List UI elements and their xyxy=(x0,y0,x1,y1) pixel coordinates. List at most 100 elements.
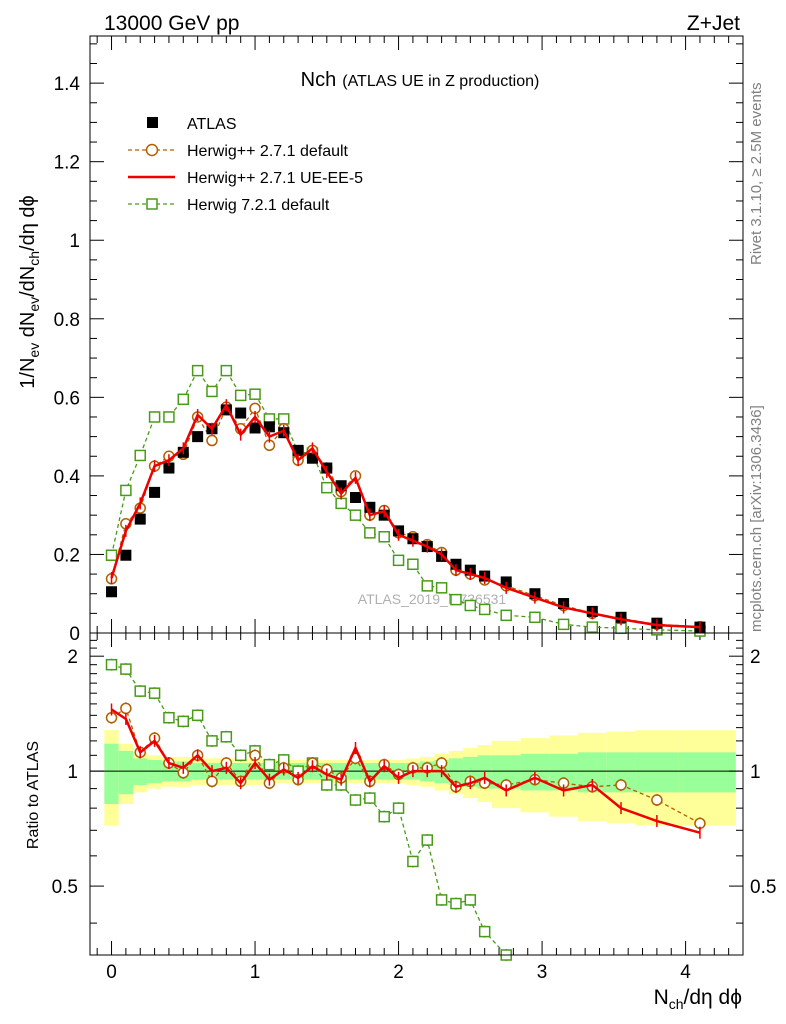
band-inner-bin xyxy=(133,758,148,785)
series-ratio-point-2 xyxy=(478,925,491,938)
series-point-2 xyxy=(105,549,118,561)
band-inner-bin xyxy=(118,750,134,795)
atlas-data-point xyxy=(106,586,118,598)
legend-hpp-ue-label: Herwig++ 2.7.1 UE-EE-5 xyxy=(187,170,363,187)
y-label-2: ev xyxy=(26,343,42,358)
y-label-7: /dη dϕ xyxy=(17,195,39,251)
atlas-data-point xyxy=(163,462,175,474)
series-line-0 xyxy=(110,405,700,628)
y-label-4: ev xyxy=(26,297,42,312)
band-inner-bin xyxy=(635,752,679,793)
series-line-1 xyxy=(110,402,701,629)
legend-h7-default-marker xyxy=(146,198,158,210)
legend-atlas-marker xyxy=(147,117,158,128)
series-point-2 xyxy=(234,389,247,402)
y-tick-label: 0 xyxy=(69,624,80,645)
ratio-tick-label-right: 0.5 xyxy=(750,877,776,898)
series-ratio-line-0 xyxy=(111,707,701,824)
plot-title-sub: (ATLAS UE in Z production) xyxy=(342,73,539,90)
y-axis-label: 1/Nev dNev/dNch/dη dϕ xyxy=(17,195,42,388)
plot-title: Nch (ATLAS UE in Z production) xyxy=(301,69,540,91)
x-axis-label: Nch/dη dϕ xyxy=(654,986,742,1012)
atlas-data-point xyxy=(134,513,146,525)
legend-hpp-default-label: Herwig++ 2.7.1 default xyxy=(187,143,349,160)
ratio-panel-frame xyxy=(89,632,744,956)
series-ratio-point-2 xyxy=(435,894,448,906)
atlas-data-point xyxy=(335,480,347,492)
uncertainty-bands xyxy=(90,730,743,826)
y-tick-label: 1.2 xyxy=(54,153,80,174)
x-tick-label: 1 xyxy=(250,962,261,983)
series-point-2 xyxy=(464,599,477,612)
series-point-2 xyxy=(529,611,541,624)
series-ratio-point-2 xyxy=(349,794,362,806)
series-point-2 xyxy=(206,385,218,398)
plot-title-main: Nch xyxy=(301,69,337,91)
series-ratio-point-0 xyxy=(206,775,218,788)
series-ratio-line-1 xyxy=(110,708,701,834)
series-ratio-point-2 xyxy=(163,711,175,724)
legend-hpp-default-marker xyxy=(145,143,159,157)
series-point-2 xyxy=(392,554,405,567)
header-left: 13000 GeV pp xyxy=(104,12,239,35)
ratio-tick-label: 0.5 xyxy=(52,877,78,898)
series-point-2 xyxy=(249,388,261,400)
atlas-data-point xyxy=(249,422,261,434)
rivet-label: Rivet 3.1.10, ≥ 2.5M events xyxy=(748,83,765,266)
series-point-2 xyxy=(478,603,491,616)
series-ratio-point-2 xyxy=(364,792,376,804)
y-label-6: ch xyxy=(26,251,42,266)
axis-tick-labels: 0 1 2 3 4 0 0.2 0.4 0.6 0.8 1 1.2 1.4 0.5 0.5 1 1 2 2 xyxy=(52,74,777,983)
legend-h7-default-label: Herwig 7.2.1 default xyxy=(187,197,330,214)
series-point-2 xyxy=(191,364,204,377)
series-point-2 xyxy=(378,531,390,543)
x-tick-label: 2 xyxy=(393,962,404,983)
band-inner-bin xyxy=(104,743,119,805)
series-ratio-point-2 xyxy=(392,802,405,814)
series-point-2 xyxy=(421,580,434,592)
series-ratio-point-2 xyxy=(321,779,333,791)
series-ratio-point-2 xyxy=(234,749,247,762)
y-tick-label: 1 xyxy=(69,231,80,252)
atlas-data-point xyxy=(192,431,204,443)
series-point-2 xyxy=(364,527,376,539)
x-label-sub: ch xyxy=(669,996,684,1012)
legend: ATLAS Herwig++ 2.7.1 default Herwig++ 2.… xyxy=(128,116,363,214)
series-ratio-point-2 xyxy=(191,709,204,722)
y-tick-label: 1.4 xyxy=(54,74,81,95)
series-point-2 xyxy=(500,609,512,622)
series-ratio-point-0 xyxy=(651,794,663,806)
series-point-2 xyxy=(586,621,599,633)
series-ratio-point-0 xyxy=(615,779,627,791)
series-point-2 xyxy=(220,364,233,377)
atlas-data-point xyxy=(364,501,376,513)
x-tick-label: 0 xyxy=(106,962,117,983)
series-point-2 xyxy=(557,618,570,631)
legend-atlas-label: ATLAS xyxy=(187,116,237,133)
x-tick-label: 4 xyxy=(680,962,691,983)
atlas-data-point xyxy=(306,452,318,464)
atlas-data-point xyxy=(120,549,132,561)
series-point-2 xyxy=(277,413,290,425)
ratio-tick-label-right: 2 xyxy=(750,647,761,668)
atlas-data-point xyxy=(292,444,304,456)
series-ratio-point-2 xyxy=(263,758,276,771)
y-tick-label: 0.4 xyxy=(54,467,81,488)
series-ratio-point-2 xyxy=(120,663,132,675)
series-ratio-line-2 xyxy=(111,664,507,956)
series-point-2 xyxy=(335,497,347,510)
y-label-1: 1/N xyxy=(17,358,39,389)
atlas-data-point xyxy=(263,421,275,433)
series-point-2 xyxy=(148,411,161,423)
series-point-0 xyxy=(206,434,218,447)
series-point-2 xyxy=(407,558,419,571)
ratio-tick-label: 1 xyxy=(67,762,78,783)
series-layer xyxy=(105,364,706,961)
series-ratio-point-2 xyxy=(421,834,434,846)
ratio-tick-label: 2 xyxy=(67,647,78,668)
x-label-rest: /dη dϕ xyxy=(684,986,742,1009)
series-ratio-point-2 xyxy=(450,897,462,910)
band-inner-bin xyxy=(678,752,736,793)
series-ratio-point-0 xyxy=(120,702,132,715)
